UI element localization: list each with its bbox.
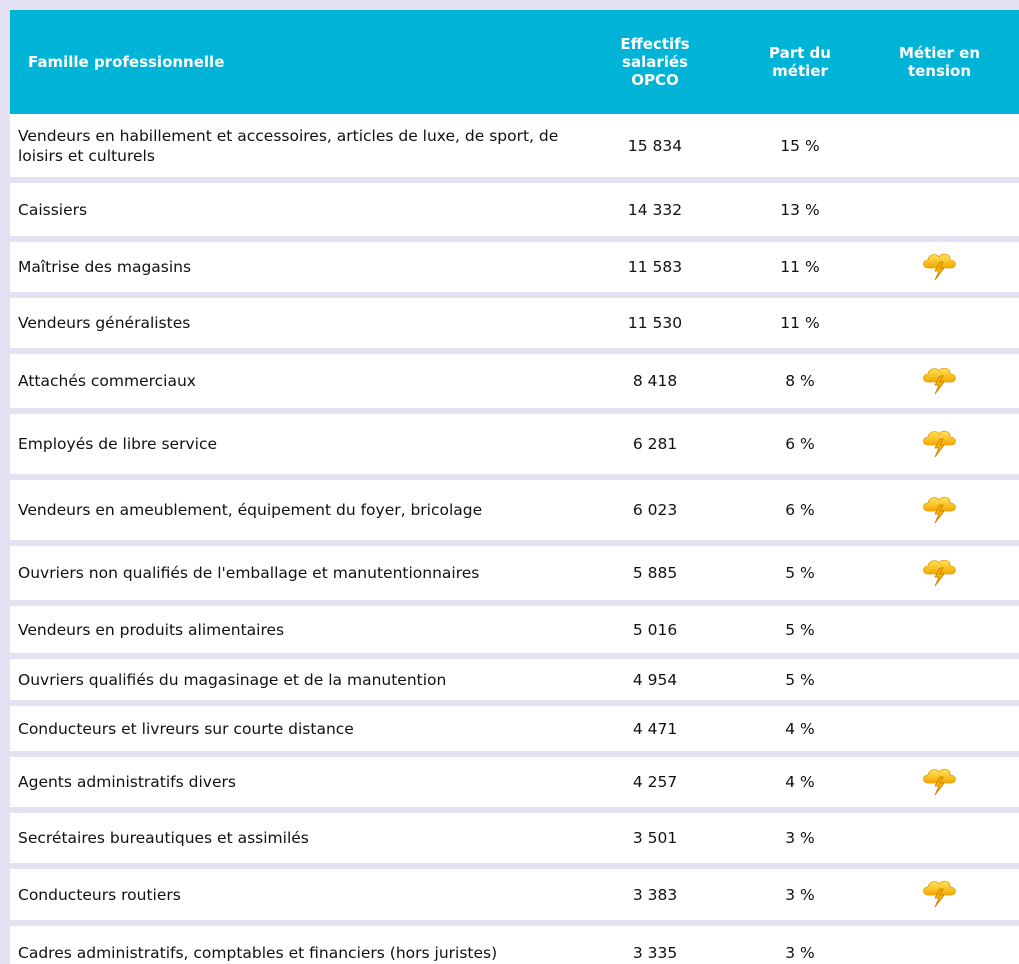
job-family: Attachés commerciaux xyxy=(10,351,570,414)
job-family: Caissiers xyxy=(10,180,570,242)
tension-cell xyxy=(860,754,1019,813)
job-family: Vendeurs en ameublement, équipement du f… xyxy=(10,477,570,546)
headcount: 3 335 xyxy=(570,923,740,964)
tension-icon xyxy=(922,768,956,795)
table-row: Conducteurs et livreurs sur courte dista… xyxy=(10,703,1019,757)
headcount: 3 501 xyxy=(570,810,740,869)
job-family: Vendeurs généralistes xyxy=(10,295,570,354)
share: 4 % xyxy=(740,703,860,757)
job-family: Maîtrise des magasins xyxy=(10,239,570,298)
tension-icon xyxy=(922,253,956,280)
job-family: Conducteurs et livreurs sur courte dista… xyxy=(10,703,570,757)
table-row: Secrétaires bureautiques et assimilés 3 5… xyxy=(10,810,1019,869)
job-family: Ouvriers qualifiés du magasinage et de l… xyxy=(10,656,570,706)
headcount: 6 023 xyxy=(570,477,740,546)
tension-icon xyxy=(922,496,956,523)
share: 3 % xyxy=(740,923,860,964)
table-row: Vendeurs en habillement et accessoires, … xyxy=(10,114,1019,183)
column-header: Famille professionnelle xyxy=(10,10,570,114)
tension-cell xyxy=(860,603,1019,659)
job-family: Employés de libre service xyxy=(10,411,570,480)
headcount: 3 383 xyxy=(570,866,740,926)
table-row: Vendeurs généralistes 11 530 11 % xyxy=(10,295,1019,354)
table-row: Vendeurs en produits alimentaires 5 016 5 … xyxy=(10,603,1019,659)
job-family: Cadres administratifs, comptables et fin… xyxy=(10,923,570,964)
share: 3 % xyxy=(740,810,860,869)
job-family: Agents administratifs divers xyxy=(10,754,570,813)
headcount: 4 471 xyxy=(570,703,740,757)
share: 5 % xyxy=(740,543,860,606)
share: 11 % xyxy=(740,239,860,298)
headcount: 5 885 xyxy=(570,543,740,606)
tension-icon xyxy=(922,559,956,586)
tension-cell xyxy=(860,295,1019,354)
headcount: 11 583 xyxy=(570,239,740,298)
table-row: Agents administratifs divers 4 257 4 % xyxy=(10,754,1019,813)
tension-icon xyxy=(922,367,956,394)
column-header: Effectifs salariés OPCO xyxy=(570,10,740,114)
tension-cell xyxy=(860,656,1019,706)
table-container: Famille professionnelle Effectifs salarié… xyxy=(10,10,1019,964)
tension-cell xyxy=(860,703,1019,757)
table-row: Caissiers 14 332 13 % xyxy=(10,180,1019,242)
column-header: Métier en tension xyxy=(860,10,1019,114)
table-row: Vendeurs en ameublement, équipement du f… xyxy=(10,477,1019,546)
headcount: 5 016 xyxy=(570,603,740,659)
tension-icon xyxy=(922,880,956,908)
tension-cell xyxy=(860,810,1019,869)
share: 6 % xyxy=(740,411,860,480)
headcount: 14 332 xyxy=(570,180,740,242)
share: 6 % xyxy=(740,477,860,546)
tension-cell xyxy=(860,477,1019,546)
share: 11 % xyxy=(740,295,860,354)
tension-cell xyxy=(860,543,1019,606)
tension-icon xyxy=(922,430,956,457)
table-row: Attachés commerciaux 8 418 8 % xyxy=(10,351,1019,414)
table-row: Maîtrise des magasins 11 583 11 % xyxy=(10,239,1019,298)
header-row: Famille professionnelle Effectifs salarié… xyxy=(10,10,1019,114)
tension-cell xyxy=(860,351,1019,414)
tension-cell xyxy=(860,114,1019,183)
job-family: Conducteurs routiers xyxy=(10,866,570,926)
share: 8 % xyxy=(740,351,860,414)
tension-cell xyxy=(860,239,1019,298)
column-header: Part du métier xyxy=(740,10,860,114)
share: 3 % xyxy=(740,866,860,926)
table-body: Vendeurs en habillement et accessoires, … xyxy=(10,114,1019,964)
tension-cell xyxy=(860,866,1019,926)
table-row: Cadres administratifs, comptables et fin… xyxy=(10,923,1019,964)
table-row: Employés de libre service 6 281 6 % xyxy=(10,411,1019,480)
table-row: Ouvriers qualifiés du magasinage et de l… xyxy=(10,656,1019,706)
table-row: Conducteurs routiers 3 383 3 % xyxy=(10,866,1019,926)
job-family: Secrétaires bureautiques et assimilés xyxy=(10,810,570,869)
share: 4 % xyxy=(740,754,860,813)
share: 5 % xyxy=(740,656,860,706)
job-family: Vendeurs en produits alimentaires xyxy=(10,603,570,659)
job-family: Ouvriers non qualifiés de l'emballage et… xyxy=(10,543,570,606)
headcount: 6 281 xyxy=(570,411,740,480)
tension-cell xyxy=(860,411,1019,480)
share: 13 % xyxy=(740,180,860,242)
share: 5 % xyxy=(740,603,860,659)
tension-cell xyxy=(860,180,1019,242)
headcount: 4 257 xyxy=(570,754,740,813)
headcount: 8 418 xyxy=(570,351,740,414)
share: 15 % xyxy=(740,114,860,183)
headcount: 4 954 xyxy=(570,656,740,706)
headcount: 15 834 xyxy=(570,114,740,183)
tension-cell xyxy=(860,923,1019,964)
table-row: Ouvriers non qualifiés de l'emballage et… xyxy=(10,543,1019,606)
headcount: 11 530 xyxy=(570,295,740,354)
job-family: Vendeurs en habillement et accessoires, … xyxy=(10,114,570,183)
table: Famille professionnelle Effectifs salarié… xyxy=(10,10,1019,964)
